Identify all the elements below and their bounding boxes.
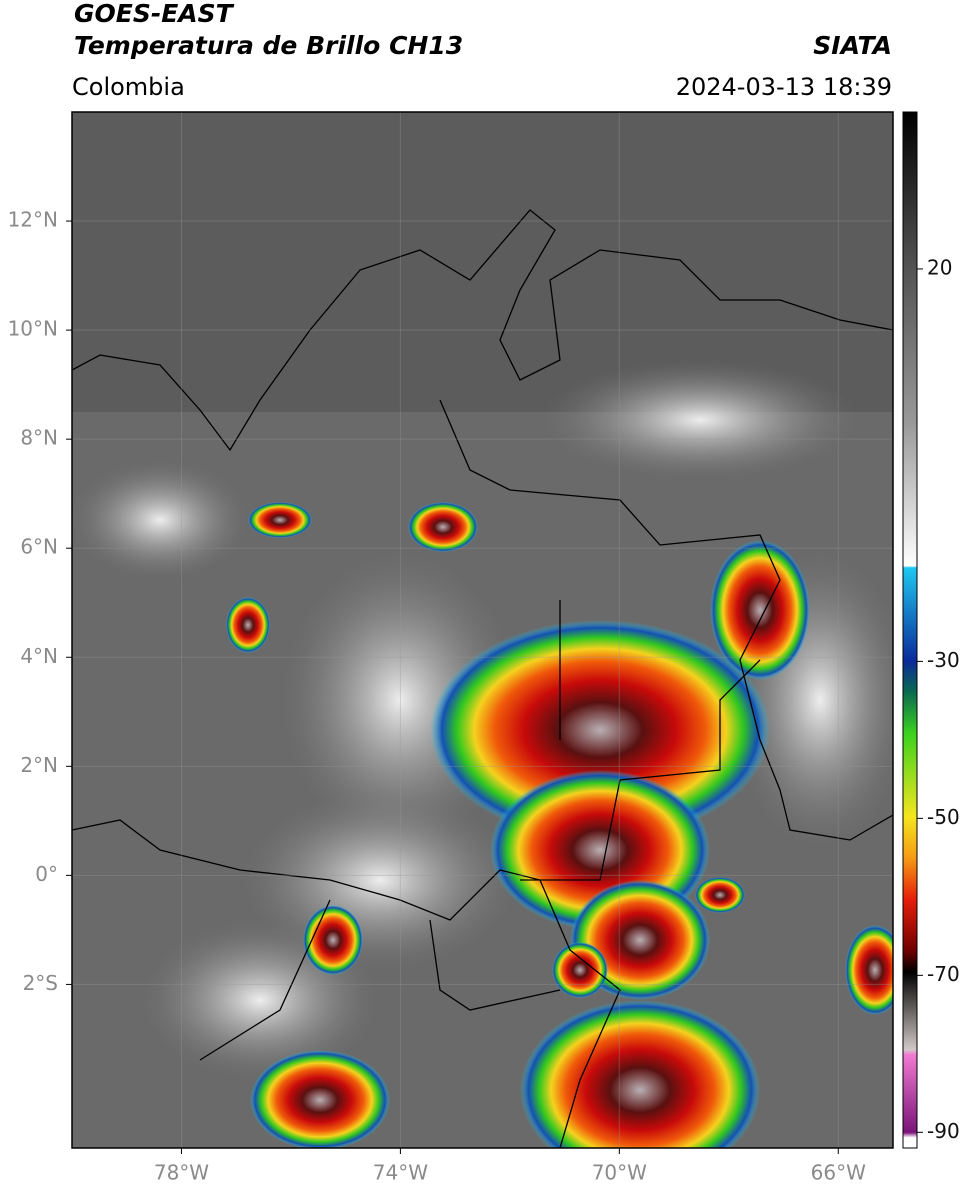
lat-label: 4°N bbox=[20, 644, 58, 668]
lat-label: 0° bbox=[35, 862, 58, 886]
lon-label: 74°W bbox=[373, 1161, 428, 1185]
lon-label: 70°W bbox=[592, 1161, 647, 1185]
colorbar bbox=[902, 111, 918, 1149]
lat-label: 2°S bbox=[23, 971, 58, 995]
lat-label: 10°N bbox=[8, 317, 58, 341]
lat-label: 8°N bbox=[20, 426, 58, 450]
colorbar-label: -90 bbox=[927, 1119, 960, 1143]
graticule bbox=[72, 112, 893, 1148]
colorbar-label: 20 bbox=[927, 255, 952, 279]
region: Colombia bbox=[72, 73, 185, 101]
lat-label: 2°N bbox=[20, 753, 58, 777]
source: SIATA bbox=[813, 31, 892, 60]
title: GOES-EAST bbox=[74, 0, 235, 28]
map-frame bbox=[71, 111, 894, 1149]
title: Temperatura de Brillo CH13 bbox=[74, 31, 463, 60]
satellite-image bbox=[72, 112, 893, 1148]
lat-label: 6°N bbox=[20, 535, 58, 559]
colorbar-label: -30 bbox=[927, 648, 960, 672]
lon-label: 66°W bbox=[811, 1161, 866, 1185]
lon-label: 78°W bbox=[154, 1161, 209, 1185]
datetime: 2024-03-13 18:39 bbox=[676, 73, 892, 101]
lat-label: 12°N bbox=[8, 208, 58, 232]
colorbar-label: -70 bbox=[927, 962, 960, 986]
colorbar-label: -50 bbox=[927, 805, 960, 829]
